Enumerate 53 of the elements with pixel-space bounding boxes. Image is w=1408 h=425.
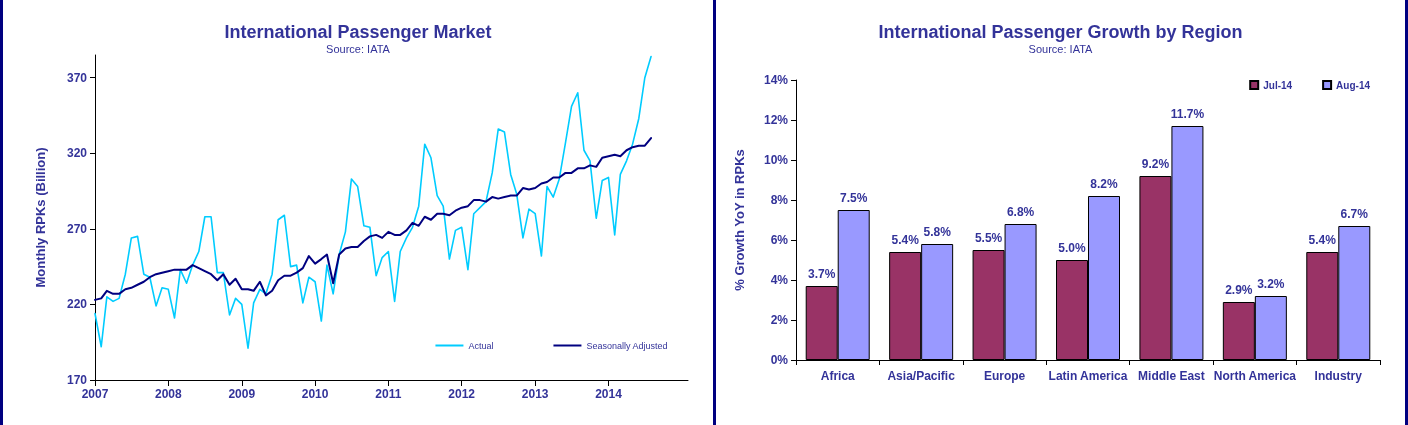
- legend-label: Actual: [468, 340, 494, 351]
- y-tick-label: 320: [66, 146, 88, 161]
- data-label: 7.5%: [840, 191, 868, 205]
- y-axis-title: % Growth YoY in RPKs: [732, 149, 747, 291]
- x-tick-label: 2012: [448, 387, 476, 401]
- y-tick-label: 270: [66, 221, 88, 236]
- y-tick-label: 6%: [770, 233, 789, 247]
- y-tick-label: 14%: [763, 73, 789, 87]
- y-tick-label: 220: [66, 297, 88, 312]
- y-tick-label: 4%: [770, 273, 789, 287]
- data-label: 6.7%: [1340, 207, 1369, 221]
- x-tick-label: Europe: [983, 368, 1026, 383]
- x-tick-label: Asia/Pacific: [887, 368, 956, 383]
- data-label: 5.0%: [1058, 241, 1086, 255]
- data-label: 6.8%: [1006, 205, 1035, 219]
- y-axis-title: Monthly RPKs (Billion): [33, 147, 48, 288]
- data-label: 3.2%: [1257, 277, 1285, 291]
- chart-title: International Passenger Market: [224, 22, 492, 42]
- x-tick-label: 2007: [81, 387, 109, 401]
- data-label: 5.4%: [891, 233, 920, 247]
- data-label: 5.4%: [1308, 233, 1337, 247]
- x-tick-label: 2013: [521, 387, 549, 401]
- x-tick-label: Latin America: [1048, 368, 1128, 383]
- legend-label: Seasonally Adjusted: [586, 340, 668, 351]
- x-tick-label: Industry: [1314, 368, 1363, 383]
- x-tick-label: Africa: [820, 368, 856, 383]
- x-tick-label: 2008: [154, 387, 182, 401]
- legend-label: Jul-14: [1263, 79, 1293, 91]
- chart-subtitle: Source: IATA: [326, 42, 391, 55]
- data-label: 5.5%: [974, 231, 1003, 245]
- y-tick-label: 2%: [770, 313, 789, 327]
- x-tick-label: 2010: [301, 387, 329, 401]
- data-label: 11.7%: [1170, 107, 1205, 121]
- x-tick-label: 2014: [595, 387, 623, 401]
- y-tick-label: 12%: [763, 113, 789, 127]
- y-tick-label: 170: [66, 373, 88, 387]
- chart-title: International Passenger Growth by Region: [878, 22, 1243, 42]
- y-tick-label: 0%: [770, 353, 789, 367]
- data-label: 5.8%: [923, 225, 952, 239]
- data-label: 2.9%: [1225, 283, 1253, 297]
- y-tick-label: 10%: [763, 153, 789, 167]
- y-tick-label: 8%: [770, 193, 789, 207]
- data-label: 8.2%: [1090, 177, 1118, 191]
- chart-subtitle: Source: IATA: [1028, 42, 1094, 55]
- x-tick-label: Middle East: [1138, 368, 1205, 383]
- x-tick-label: 2009: [228, 387, 256, 401]
- x-tick-label: North America: [1213, 368, 1297, 383]
- y-tick-label: 370: [66, 70, 88, 85]
- legend-label: Aug-14: [1336, 79, 1371, 91]
- data-label: 9.2%: [1141, 157, 1170, 171]
- line-series: [94, 137, 653, 301]
- x-tick-label: 2011: [375, 387, 402, 401]
- data-label: 3.7%: [808, 267, 836, 281]
